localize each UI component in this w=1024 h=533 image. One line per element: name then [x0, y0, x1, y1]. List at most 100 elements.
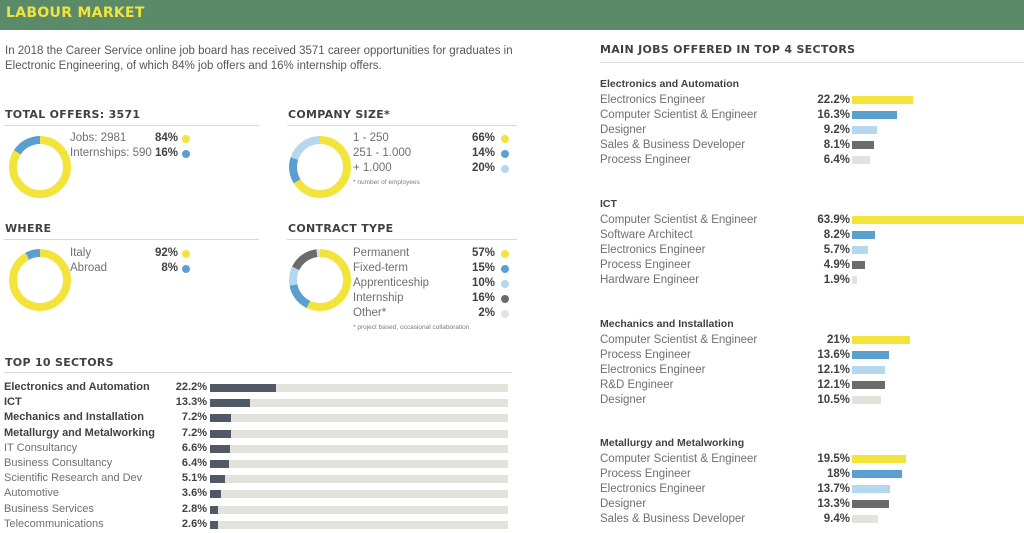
- legend-label: Fixed-term: [353, 262, 408, 274]
- job-label: Designer: [600, 498, 647, 511]
- legend-percent: 14%: [471, 147, 495, 159]
- sector-bar-track: [210, 505, 508, 514]
- legend-row: + 1.000 20%: [353, 162, 511, 176]
- job-percent: 21%: [826, 334, 850, 346]
- job-bar: [852, 276, 858, 285]
- legend-row: Jobs: 2981 84%: [70, 132, 192, 146]
- job-percent: 13.3%: [817, 498, 850, 511]
- job-label: Designer: [600, 394, 647, 407]
- sector-percent: 2.8%: [181, 502, 207, 515]
- job-percent: 8.2%: [823, 229, 850, 242]
- sector-bar-track: [210, 444, 508, 453]
- legend-dot: [501, 150, 509, 158]
- job-percent: 16.3%: [817, 109, 850, 122]
- sector-label: Scientific Research and Dev: [4, 472, 143, 485]
- job-percent: 9.4%: [823, 513, 850, 526]
- donut-section-title: TOTAL OFFERS: 3571: [5, 108, 141, 121]
- job-row: Computer Scientist & Engineer 21%: [600, 334, 1024, 349]
- donut-slice: [9, 136, 71, 198]
- legend-label: 251 - 1.000: [353, 147, 412, 159]
- job-bar: [852, 336, 910, 344]
- legend-percent: 66%: [471, 132, 495, 144]
- sector-row: Mechanics and Installation 7.2%: [4, 411, 514, 426]
- sector-percent: 22.2%: [175, 381, 207, 393]
- sector-bar: [210, 475, 226, 484]
- donut-section-title: COMPANY SIZE*: [288, 108, 391, 121]
- legend-dot: [501, 135, 509, 143]
- sector-bar-track: [210, 460, 508, 468]
- sector-row: IT Consultancy 6.6%: [4, 442, 514, 457]
- job-bar: [852, 515, 878, 524]
- job-row: Designer 13.3%: [600, 498, 1024, 513]
- job-percent: 5.7%: [823, 244, 850, 257]
- donut-slice: [9, 249, 71, 311]
- job-percent: 19.5%: [817, 453, 850, 465]
- job-percent: 13.6%: [817, 349, 850, 362]
- job-label: Process Engineer: [600, 349, 691, 362]
- legend-dot: [501, 165, 509, 173]
- sector-bar-track: [210, 490, 508, 499]
- header-bar: LABOUR MARKET: [0, 0, 1024, 30]
- legend-row: Other* 2%: [353, 307, 511, 321]
- job-group-title: Metallurgy and Metalworking: [600, 437, 745, 449]
- sector-bar: [210, 505, 219, 514]
- donut-chart: [9, 249, 71, 311]
- sector-label: Metallurgy and Metalworking: [4, 426, 155, 439]
- job-bar: [852, 156, 870, 165]
- page-title: LABOUR MARKET: [6, 5, 145, 21]
- sector-percent: 2.6%: [181, 517, 207, 530]
- job-bar: [852, 351, 890, 360]
- job-percent: 12.1%: [817, 379, 850, 392]
- job-row: Hardware Engineer 1.9%: [600, 274, 1024, 289]
- job-bar: [852, 261, 866, 270]
- job-bar: [852, 216, 1024, 224]
- job-bar: [852, 96, 914, 104]
- sector-bar: [210, 399, 250, 408]
- donut-slice: [289, 249, 351, 311]
- sector-row: Metallurgy and Metalworking 7.2%: [4, 427, 514, 442]
- donut-slice: [289, 136, 351, 198]
- sector-percent: 6.6%: [181, 441, 207, 454]
- job-label: Computer Scientist & Engineer: [600, 109, 758, 122]
- sector-percent: 13.3%: [175, 396, 207, 409]
- legend-label: Internship: [353, 292, 404, 304]
- job-row: Process Engineer 6.4%: [600, 154, 1024, 169]
- legend-row: Fixed-term 15%: [353, 262, 511, 276]
- job-group-title: Mechanics and Installation: [600, 318, 734, 330]
- legend-dot: [501, 295, 509, 303]
- job-label: Process Engineer: [600, 154, 691, 167]
- sector-bar-track: [210, 384, 508, 392]
- job-label: Electronics Engineer: [600, 94, 706, 106]
- job-percent: 22.2%: [817, 94, 850, 106]
- sector-bar-track: [210, 520, 508, 529]
- legend-label: Jobs: 2981: [70, 132, 127, 144]
- job-bar: [852, 381, 886, 390]
- job-label: Software Architect: [600, 229, 693, 242]
- job-label: Hardware Engineer: [600, 274, 700, 287]
- sector-bar: [210, 460, 230, 468]
- main-jobs-rule: [600, 62, 1024, 63]
- donut-chart: [289, 136, 351, 198]
- donut-section-title: WHERE: [5, 222, 52, 235]
- legend-row: Apprenticeship 10%: [353, 277, 511, 291]
- job-row: Electronics Engineer 5.7%: [600, 244, 1024, 259]
- job-label: Computer Scientist & Engineer: [600, 214, 758, 226]
- sector-row: Business Services 2.8%: [4, 503, 514, 518]
- legend-percent: 20%: [471, 162, 495, 174]
- sector-bar: [210, 384, 276, 392]
- section-rule: [4, 239, 259, 240]
- job-percent: 13.7%: [817, 483, 850, 496]
- legend-row: Abroad 8%: [70, 262, 192, 276]
- sector-row: Electronics and Automation 22.2%: [4, 381, 514, 396]
- job-row: Designer 9.2%: [600, 124, 1024, 139]
- legend-percent: 16%: [471, 292, 495, 304]
- legend-percent: 92%: [154, 247, 178, 259]
- job-bar: [852, 455, 906, 463]
- sector-label: Mechanics and Installation: [4, 411, 144, 424]
- donut-slice: [9, 249, 71, 311]
- job-percent: 8.1%: [823, 139, 850, 152]
- donut-chart: [289, 249, 351, 311]
- job-label: Computer Scientist & Engineer: [600, 453, 758, 465]
- legend-percent: 16%: [154, 147, 178, 159]
- sector-bar-track: [210, 475, 508, 484]
